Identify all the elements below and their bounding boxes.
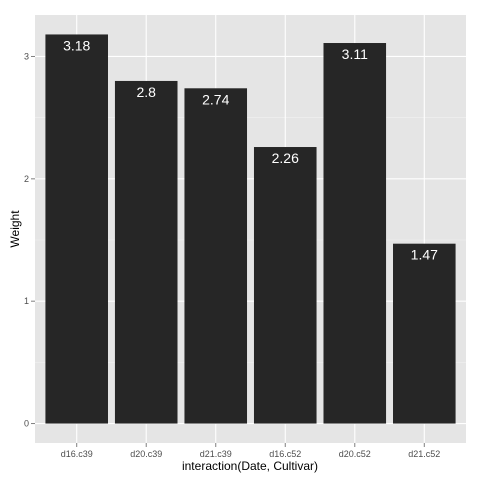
bar-value-label: 1.47	[411, 247, 438, 263]
x-tick-label: d21.c39	[200, 449, 232, 459]
y-axis-title: Weight	[8, 210, 22, 248]
x-tick-label: d20.c39	[130, 449, 162, 459]
bar-value-label: 2.8	[136, 84, 156, 100]
x-tick-label: d20.c52	[339, 449, 371, 459]
bar-d16.c39	[45, 34, 108, 424]
y-tick-label: 2	[24, 174, 29, 184]
y-axis: 0 1 2 3	[24, 51, 35, 429]
bars	[45, 34, 456, 424]
bar-d21.c52	[393, 243, 456, 424]
bar-d20.c52	[323, 43, 387, 424]
y-tick-label: 1	[24, 296, 29, 306]
x-tick-label: d16.c52	[269, 449, 301, 459]
x-axis: d16.c39 d20.c39 d21.c39 d16.c52 d20.c52 d21.c…	[61, 443, 440, 459]
x-axis-title: interaction(Date, Cultivar)	[182, 459, 318, 473]
bar-value-labels: 3.18 2.8 2.74 2.26 3.11 1.47	[63, 37, 438, 262]
bar-value-label: 2.74	[202, 91, 229, 107]
x-tick-label: d21.c52	[408, 449, 440, 459]
y-tick-label: 0	[24, 419, 29, 429]
bar-value-label: 2.26	[272, 150, 299, 166]
bar-value-label: 3.18	[63, 37, 90, 53]
bar-d21.c39	[184, 88, 248, 424]
bar-value-label: 3.11	[342, 46, 368, 62]
x-tick-label: d16.c39	[61, 449, 93, 459]
y-tick-label: 3	[24, 51, 29, 61]
bar-d16.c52	[253, 147, 317, 424]
bar-d20.c39	[114, 80, 178, 424]
